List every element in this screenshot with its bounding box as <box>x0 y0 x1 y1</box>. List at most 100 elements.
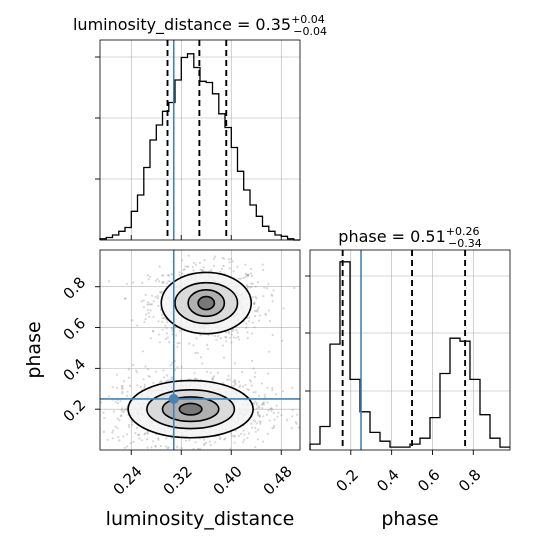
scatter-point <box>250 274 253 277</box>
scatter-point <box>242 276 245 280</box>
scatter-point <box>229 432 232 435</box>
scatter-point <box>224 335 227 339</box>
scatter-point <box>256 281 259 284</box>
scatter-point <box>225 340 228 343</box>
scatter-point <box>253 310 256 313</box>
scatter-point <box>158 341 161 344</box>
scatter-point <box>186 450 188 452</box>
scatter-point <box>103 416 106 420</box>
scatter-point <box>194 263 197 266</box>
scatter-point <box>247 285 250 288</box>
scatter-point <box>176 445 179 448</box>
scatter-point <box>228 267 231 270</box>
scatter-point <box>146 303 149 306</box>
scatter-point <box>81 432 83 434</box>
scatter-point <box>111 437 114 440</box>
scatter-point <box>237 338 241 341</box>
scatter-point <box>144 365 147 368</box>
scatter-point <box>149 461 151 463</box>
scatter-point <box>280 414 283 417</box>
scatter-point <box>181 272 184 275</box>
scatter-point <box>140 300 143 303</box>
scatter-point <box>256 308 259 311</box>
scatter-point <box>230 257 233 260</box>
scatter-point <box>120 409 123 412</box>
scatter-point <box>237 277 240 280</box>
scatter-point <box>150 294 154 297</box>
scatter-point <box>276 415 279 418</box>
scatter-point <box>195 337 198 340</box>
scatter-point <box>116 386 119 389</box>
scatter-point <box>256 411 259 414</box>
scatter-point <box>250 422 253 425</box>
scatter-point <box>154 279 158 282</box>
scatter-point <box>192 269 195 272</box>
scatter-point <box>158 381 162 384</box>
scatter-point <box>116 402 119 405</box>
scatter-point <box>90 407 92 409</box>
scatter-point <box>149 309 152 312</box>
scatter-point <box>212 264 215 268</box>
scatter-point <box>157 304 160 308</box>
scatter-point <box>213 255 217 258</box>
scatter-point <box>245 273 249 276</box>
scatter-point <box>252 302 255 306</box>
scatter-point <box>131 421 134 424</box>
scatter-point <box>203 259 206 262</box>
scatter-point <box>120 384 123 387</box>
luminosity_distance-marginal-frame <box>99 39 301 241</box>
scatter-point <box>258 415 261 418</box>
scatter-point <box>203 438 206 441</box>
scatter-point <box>222 382 225 385</box>
scatter-point <box>248 379 251 382</box>
text-layer: luminosity_distance = 0.35+0.04 −0.04 0.24… <box>23 13 485 530</box>
scatter-point <box>247 388 250 392</box>
scatter-point <box>127 368 130 371</box>
scatter-point <box>97 413 99 415</box>
scatter-point <box>230 341 233 344</box>
scatter-point <box>121 407 124 410</box>
scatter-point <box>112 410 115 413</box>
scatter-point <box>228 378 231 381</box>
scatter-point <box>252 391 255 394</box>
scatter-point <box>212 375 216 378</box>
scatter-point <box>245 322 248 325</box>
scatter-point <box>169 378 172 381</box>
scatter-point <box>132 281 135 284</box>
phase-marginal-title-lower-error: −0.34 <box>448 237 482 250</box>
scatter-point <box>273 418 276 421</box>
y-tick-label-0.2: 0.2 <box>60 396 90 426</box>
scatter-point <box>152 330 155 333</box>
scatter-point <box>257 405 260 408</box>
luminosity_distance-marginal-title-lower-error: −0.04 <box>293 25 327 38</box>
scatter-point <box>250 332 254 335</box>
scatter-point <box>91 435 93 437</box>
scatter-point <box>142 305 145 309</box>
scatter-point <box>170 326 173 330</box>
scatter-point <box>167 280 170 283</box>
scatter-point <box>136 371 139 374</box>
scatter-point <box>234 383 237 386</box>
scatter-point <box>246 337 249 340</box>
scatter-point <box>254 371 257 374</box>
scatter-point <box>140 439 143 442</box>
scatter-point <box>272 411 275 415</box>
scatter-point <box>219 437 222 441</box>
scatter-point <box>255 309 258 312</box>
x-axis-label-luminosity-distance: luminosity_distance <box>106 508 295 530</box>
scatter-point <box>199 268 202 271</box>
scatter-point <box>255 422 258 425</box>
scatter-point <box>231 434 234 437</box>
scatter-point <box>147 301 150 304</box>
scatter-point <box>255 402 258 405</box>
scatter-point <box>145 438 149 441</box>
scatter-point <box>89 380 91 382</box>
scatter-point <box>183 268 186 271</box>
scatter-point <box>168 280 171 283</box>
scatter-point <box>44 405 46 407</box>
scatter-point <box>300 413 302 415</box>
scatter-point <box>277 411 280 414</box>
scatter-point <box>115 373 119 376</box>
luminosity_distance-marginal-title-main: luminosity_distance = 0.35 <box>73 15 291 35</box>
scatter-point <box>193 372 196 375</box>
